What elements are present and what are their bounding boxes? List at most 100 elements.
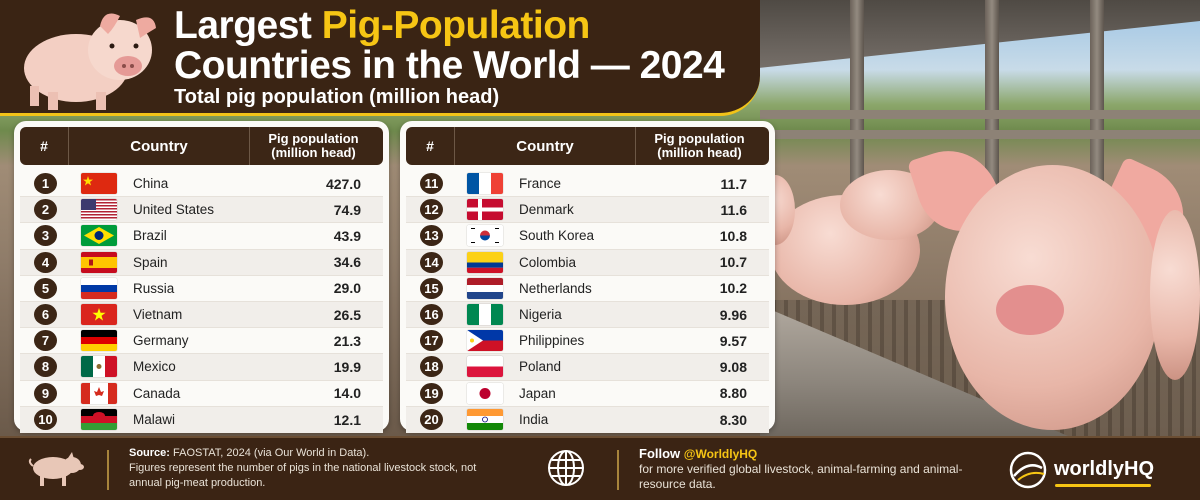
flag-ca-icon bbox=[81, 382, 117, 404]
population-value: 74.9 bbox=[333, 201, 361, 218]
country-name: Malawi bbox=[133, 412, 176, 428]
rank-badge: 2 bbox=[34, 199, 57, 221]
follow-text: for more verified global livestock, anim… bbox=[639, 462, 963, 491]
table-row: 7 Germany 21.3 bbox=[20, 328, 383, 355]
country-name: Netherlands bbox=[519, 280, 592, 296]
rank-badge: 12 bbox=[420, 199, 443, 221]
population-value: 11.6 bbox=[720, 201, 747, 218]
flag-es-icon bbox=[81, 251, 117, 273]
flag-ru-icon bbox=[81, 277, 117, 299]
rank-badge: 14 bbox=[420, 251, 443, 273]
piglet-icon bbox=[24, 13, 156, 110]
rank-badge: 4 bbox=[34, 251, 57, 273]
ranking-table-11-20: # Country Pig population (million head) … bbox=[400, 121, 775, 433]
country-name: Canada bbox=[133, 385, 181, 401]
population-value: 427.0 bbox=[325, 175, 361, 192]
country-name: South Korea bbox=[519, 228, 595, 244]
title-highlight: Pig-Population bbox=[321, 4, 591, 47]
header-banner: Largest Pig-Population Countries in the … bbox=[0, 0, 760, 116]
country-name: France bbox=[519, 176, 562, 192]
fence-rail bbox=[760, 110, 1200, 119]
table-row: 12 Denmark 11.6 bbox=[406, 197, 769, 224]
table-row: 1 China 427.0 bbox=[20, 171, 383, 198]
rank-badge: 5 bbox=[34, 277, 57, 299]
table-row: 17 Philippines 9.57 bbox=[406, 328, 769, 355]
rank-badge: 8 bbox=[34, 356, 57, 378]
country-column-header: Country bbox=[68, 127, 250, 165]
table-header: # Country Pig population (million head) bbox=[20, 127, 383, 165]
flag-mw-icon bbox=[81, 409, 117, 431]
rank-badge: 3 bbox=[34, 225, 57, 247]
page-title-line1: Largest Pig-Population bbox=[174, 4, 590, 48]
table-row: 14 Colombia 10.7 bbox=[406, 249, 769, 276]
table-row: 6 Vietnam 26.5 bbox=[20, 301, 383, 329]
flag-jp-icon bbox=[467, 382, 503, 404]
brand-name: worldlyHQ bbox=[1054, 458, 1155, 480]
country-name: Poland bbox=[519, 359, 562, 375]
footer-divider bbox=[107, 450, 109, 490]
population-header-line2: (million head) bbox=[657, 145, 742, 160]
flag-co-icon bbox=[467, 251, 503, 273]
flag-kr-icon bbox=[467, 225, 503, 247]
population-column-header: Pig population (million head) bbox=[636, 132, 769, 160]
table-row: 19 Japan 8.80 bbox=[406, 381, 769, 407]
population-value: 9.57 bbox=[719, 332, 747, 349]
table-body: 11 France 11.7 12 Denmark 11.6 13 South Korea 10… bbox=[406, 171, 769, 433]
population-header-line2: (million head) bbox=[271, 145, 356, 160]
flag-ng-icon bbox=[467, 304, 503, 326]
footer: Source: FAOSTAT, 2024 (via Our World in … bbox=[0, 436, 1200, 500]
pig-silhouette-icon bbox=[28, 452, 84, 486]
population-value: 10.7 bbox=[719, 254, 747, 271]
footer-divider bbox=[617, 450, 619, 490]
table-row: 9 Canada 14.0 bbox=[20, 381, 383, 407]
rank-badge: 19 bbox=[420, 382, 443, 404]
population-value: 8.80 bbox=[719, 385, 747, 402]
population-value: 26.5 bbox=[333, 306, 361, 323]
flag-in-icon bbox=[467, 409, 503, 431]
country-name: Vietnam bbox=[133, 307, 183, 323]
population-value: 11.7 bbox=[720, 175, 747, 192]
social-handle-link[interactable]: @WorldlyHQ bbox=[683, 447, 758, 461]
country-name: India bbox=[519, 412, 549, 428]
country-name: Germany bbox=[133, 333, 189, 349]
rank-badge: 13 bbox=[420, 225, 443, 247]
follow-label: Follow bbox=[639, 446, 684, 461]
title-text: Largest bbox=[174, 4, 322, 47]
population-value: 10.2 bbox=[719, 280, 747, 297]
rank-badge: 17 bbox=[420, 330, 443, 352]
source-note: Source: FAOSTAT, 2024 (via Our World in … bbox=[129, 446, 509, 491]
table-row: 10 Malawi 12.1 bbox=[20, 406, 383, 433]
ranking-table-1-10: # Country Pig population (million head) … bbox=[14, 121, 389, 433]
flag-de-icon bbox=[81, 330, 117, 352]
source-label: Source: bbox=[129, 447, 170, 459]
population-value: 9.96 bbox=[719, 306, 747, 323]
country-name: China bbox=[133, 176, 169, 192]
population-header-line1: Pig population bbox=[654, 131, 745, 146]
country-name: Nigeria bbox=[519, 307, 562, 323]
table-row: 5 Russia 29.0 bbox=[20, 276, 383, 302]
country-name: Philippines bbox=[519, 333, 585, 349]
table-row: 18 Poland 9.08 bbox=[406, 354, 769, 381]
country-name: United States bbox=[133, 202, 215, 218]
table-row: 16 Nigeria 9.96 bbox=[406, 301, 769, 329]
rank-badge: 20 bbox=[420, 409, 443, 431]
population-value: 29.0 bbox=[333, 280, 361, 297]
table-row: 3 Brazil 43.9 bbox=[20, 223, 383, 250]
rank-column-header: # bbox=[40, 138, 48, 154]
page-subtitle: Total pig population (million head) bbox=[174, 86, 500, 108]
flag-vn-icon bbox=[81, 304, 117, 326]
population-value: 8.30 bbox=[719, 411, 747, 428]
table-row: 4 Spain 34.6 bbox=[20, 249, 383, 276]
table-row: 15 Netherlands 10.2 bbox=[406, 276, 769, 302]
table-row: 11 France 11.7 bbox=[406, 171, 769, 198]
population-value: 9.08 bbox=[719, 358, 747, 375]
pig-photo bbox=[1150, 210, 1200, 380]
brand-underline bbox=[1055, 484, 1151, 487]
population-column-header: Pig population (million head) bbox=[250, 132, 383, 160]
table-body: 1 China 427.0 2 United States 74.9 3 Brazil 43.9… bbox=[20, 171, 383, 433]
population-value: 34.6 bbox=[333, 254, 361, 271]
data-note: Figures represent the number of pigs in … bbox=[129, 462, 477, 489]
country-name: Spain bbox=[133, 254, 168, 270]
follow-note: Follow @WorldlyHQ for more verified glob… bbox=[639, 446, 969, 492]
population-value: 43.9 bbox=[333, 227, 361, 244]
